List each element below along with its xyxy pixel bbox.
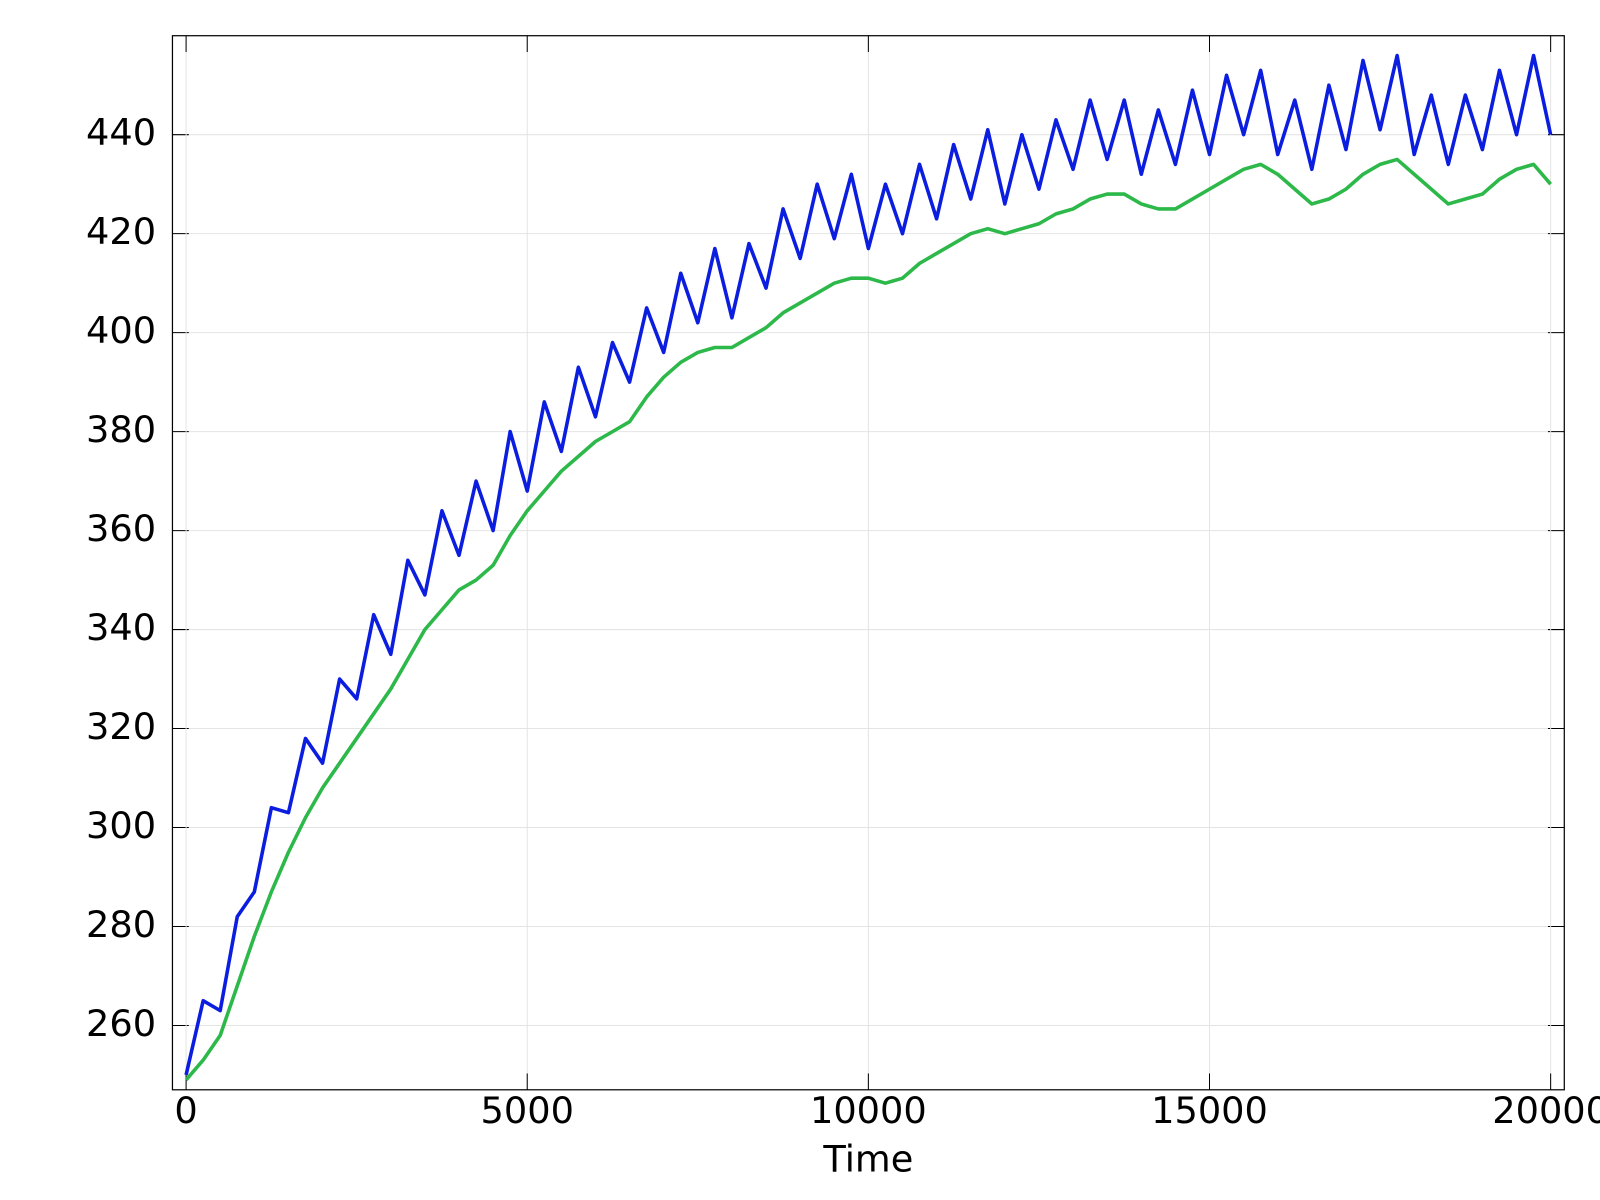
plot-frame [171,35,1565,1091]
x-axis-label: Time [822,1138,913,1181]
x-tick-label: 15000 [1151,1089,1268,1132]
y-tick-label: 440 [86,111,156,154]
y-tick-label: 380 [86,408,156,451]
y-tick-label: 280 [86,903,156,946]
data-line [184,53,1553,1076]
x-tick-label: 20000 [1492,1089,1600,1132]
y-tick-label: 320 [86,705,156,748]
y-tick-label: 340 [86,606,156,649]
y-tick-label: 360 [86,507,156,550]
y-tick-label: 400 [86,309,156,352]
x-tick-label: 5000 [481,1089,574,1132]
y-tick-label: 420 [86,210,156,253]
x-tick-label: 0 [174,1089,197,1132]
y-tick-label: 260 [86,1002,156,1045]
data-line [184,157,1552,1082]
y-tick-label: 300 [86,804,156,847]
x-tick-label: 10000 [810,1089,927,1132]
